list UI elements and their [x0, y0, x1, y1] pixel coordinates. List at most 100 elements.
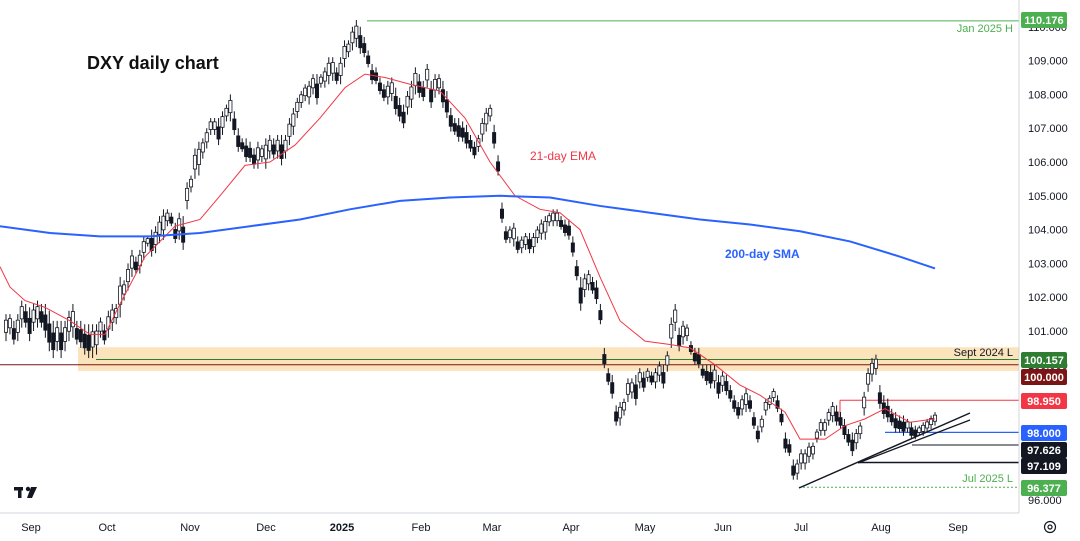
candle-body: [122, 284, 127, 295]
candle-body: [704, 370, 709, 381]
candle-body: [55, 327, 60, 342]
candle-body: [795, 463, 800, 474]
candle-body: [417, 81, 422, 93]
price-tag-label: 110.176: [1024, 15, 1063, 27]
candle-body: [543, 221, 548, 233]
candle-body: [747, 400, 752, 409]
candle-body: [810, 445, 815, 455]
candle-body: [877, 392, 882, 404]
candle-body: [755, 430, 760, 440]
candle-body: [724, 381, 729, 392]
x-tick-label: Sep: [948, 522, 968, 534]
candle-body: [499, 208, 504, 219]
candle-body: [192, 154, 197, 170]
candle-body: [413, 73, 418, 87]
candle-body: [59, 332, 64, 351]
candle-body: [783, 438, 788, 449]
candle-body: [602, 354, 607, 365]
candle-body: [126, 269, 131, 283]
candle-body: [633, 384, 638, 399]
time-axis-panel: [0, 513, 1019, 541]
candle-body: [283, 139, 288, 152]
candle-body: [507, 229, 512, 239]
sma-200-line: [0, 194, 936, 270]
candle-body: [681, 325, 686, 338]
candle-body: [822, 422, 827, 431]
candle-body: [830, 406, 835, 417]
candle-body: [23, 311, 28, 323]
candle-body: [488, 107, 493, 117]
candle-body: [397, 105, 402, 117]
price-tag-96.377: [1021, 480, 1067, 496]
price-tag-label: 97.109: [1027, 461, 1061, 473]
chart-title: DXY daily chart: [87, 53, 219, 73]
candle-body: [47, 323, 52, 343]
candle-body: [90, 331, 95, 348]
candle-body: [712, 369, 717, 382]
candle-body: [94, 330, 99, 346]
candle-body: [299, 94, 304, 103]
candle-body: [519, 239, 524, 249]
candle-body: [311, 78, 316, 89]
candle-body: [212, 121, 217, 130]
jan-2025-high-label: Jan 2025 H: [957, 23, 1013, 35]
candle-body: [787, 444, 792, 453]
candle-body: [641, 377, 646, 388]
price-tag-label: 98.950: [1027, 396, 1061, 408]
candle-body: [145, 238, 150, 244]
candle-body: [858, 425, 863, 435]
y-tick-label: 107.000: [1028, 123, 1068, 135]
candle-body: [574, 266, 579, 277]
candle-body: [287, 123, 292, 137]
candle-body: [86, 334, 91, 351]
candle-body: [255, 147, 260, 161]
candle-body: [448, 115, 453, 127]
candle-body: [338, 62, 343, 76]
candle-body: [535, 229, 540, 239]
settings-gear-icon[interactable]: [1043, 520, 1057, 534]
candle-body: [708, 372, 713, 384]
rising-trendline-2: [857, 419, 971, 464]
candle-body: [259, 148, 264, 157]
ema-label: 21-day EMA: [530, 149, 596, 163]
candle-body: [653, 372, 658, 383]
candle-body: [405, 95, 410, 108]
candle-body: [200, 142, 205, 153]
candle-body: [692, 352, 697, 362]
candle-body: [43, 314, 48, 331]
candle-body: [279, 144, 284, 159]
price-tag-110.176: [1021, 12, 1067, 28]
candle-body: [82, 333, 87, 349]
candle-body: [669, 323, 674, 339]
y-tick-label: 109.000: [1028, 56, 1068, 68]
candle-body: [106, 316, 111, 330]
candle-body: [744, 393, 749, 405]
candle-body: [354, 25, 359, 39]
candle-body: [74, 328, 79, 340]
y-tick-label: 102.000: [1028, 292, 1068, 304]
candle-body: [582, 278, 587, 290]
y-tick-label: 104.000: [1028, 225, 1068, 237]
x-tick-label: Feb: [412, 522, 431, 534]
candle-body: [240, 142, 245, 150]
x-tick-label: Jun: [714, 522, 732, 534]
candle-body: [464, 132, 469, 144]
candle-body: [114, 308, 119, 319]
x-tick-label: 2025: [330, 522, 354, 534]
candle-body: [263, 144, 268, 160]
candle-body: [897, 420, 902, 429]
candle-body: [228, 100, 233, 114]
candle-body: [566, 225, 571, 236]
candle-body: [346, 43, 351, 53]
candle-body: [716, 382, 721, 394]
candle-body: [389, 82, 394, 94]
candle-body: [133, 261, 138, 271]
candle-body: [562, 224, 567, 233]
price-tag-98.950: [1021, 393, 1067, 409]
candle-body: [523, 236, 528, 245]
candle-body: [814, 431, 819, 439]
candle-body: [732, 400, 737, 409]
candle-body: [807, 446, 812, 457]
trendlines: [798, 412, 971, 489]
